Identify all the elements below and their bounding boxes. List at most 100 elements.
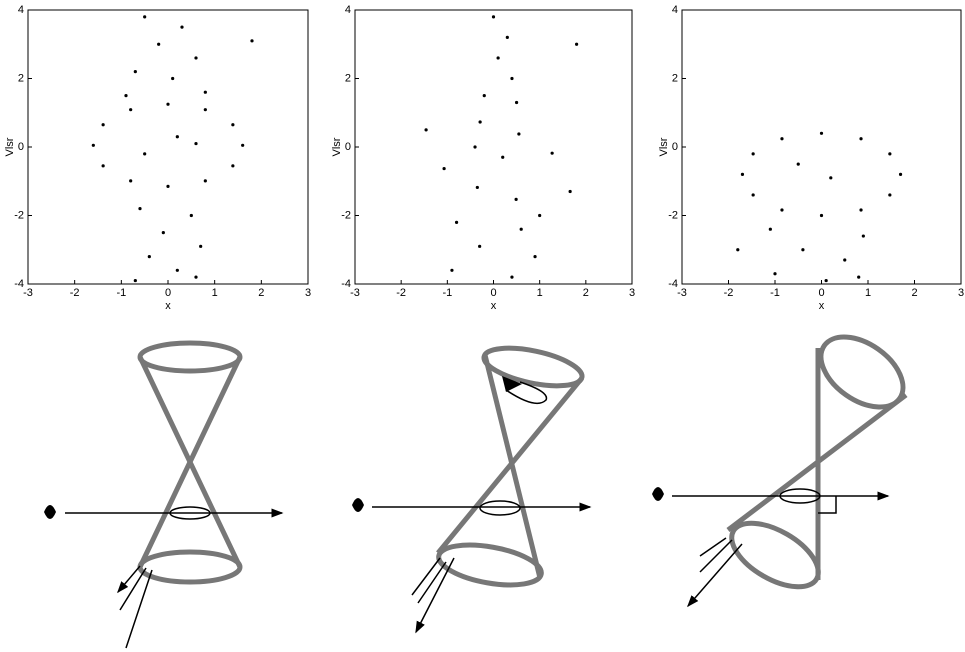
point (568, 189, 572, 194)
x-tick-label: 1 (212, 287, 218, 299)
cone-side (726, 348, 908, 580)
plot-frame (27, 9, 309, 285)
x-tick-label: -2 (70, 287, 80, 299)
y-tick-label: -4 (341, 278, 351, 290)
point (454, 220, 459, 224)
x-tick-label: 0 (490, 287, 496, 299)
x-tick-label: 2 (583, 287, 589, 299)
point (199, 244, 203, 248)
point (501, 155, 505, 159)
point (859, 137, 863, 141)
scatter-panel: -3 -2 -1 0 1 2 3 -4 -2 0 2 4 x Vlsr (658, 4, 964, 312)
point (519, 227, 523, 231)
point (442, 166, 446, 171)
point (166, 184, 170, 188)
point (491, 15, 496, 19)
point (510, 76, 514, 81)
scatter-panel: -3 -2 -1 0 1 2 3 -4 -2 0 2 4 x Vlsr (331, 4, 635, 312)
y-tick-label: -2 (14, 209, 24, 221)
point (505, 35, 509, 40)
x-tick-label: 3 (958, 287, 964, 299)
cone-rim (818, 334, 906, 410)
point (203, 90, 207, 94)
point (736, 248, 740, 252)
point (801, 248, 805, 252)
point (194, 56, 198, 60)
point (861, 234, 865, 238)
point (514, 100, 519, 105)
point (133, 70, 137, 74)
y-tick-label: 4 (672, 4, 678, 16)
x-tick-label: 0 (165, 287, 171, 299)
x-tick-label: 2 (911, 287, 917, 299)
point (194, 275, 198, 279)
point (250, 39, 254, 43)
point (101, 123, 105, 127)
x-tick-label: -2 (724, 287, 734, 299)
point (161, 231, 165, 235)
x-tick-label: 2 (258, 287, 264, 299)
y-tick-label: 2 (18, 72, 24, 84)
point (194, 141, 198, 146)
y-tick-label: -4 (668, 278, 678, 290)
point (203, 179, 207, 183)
y-axis-label: Vlsr (331, 137, 343, 156)
x-tick-label: -2 (396, 287, 406, 299)
point (550, 151, 554, 155)
x-tick-label: -1 (116, 287, 126, 299)
point (475, 185, 479, 190)
point (843, 258, 847, 262)
point (166, 102, 170, 106)
plot-frame (354, 9, 633, 285)
point (478, 120, 482, 124)
point (478, 244, 482, 248)
x-axis-label: x (491, 300, 497, 312)
point (450, 268, 454, 272)
x-tick-label: 3 (305, 287, 311, 299)
right-angle (818, 496, 837, 514)
point (129, 108, 133, 112)
point (241, 143, 245, 147)
point (231, 123, 235, 127)
x-tick-label: -3 (23, 287, 33, 299)
point (143, 15, 147, 19)
point (888, 193, 892, 197)
plots: -3 -2 -1 0 1 2 3 -4 -2 0 2 4 x Vlsr -3 -2 -1 0 1 2 3 -4 -2 0 2 4 x… (4, 4, 964, 312)
point (231, 164, 235, 168)
y-axis-label: Vlsr (4, 137, 16, 156)
outflow-arrow (412, 557, 455, 632)
cone-diagram (44, 340, 284, 649)
point (740, 172, 745, 176)
point (157, 42, 161, 46)
point (147, 255, 151, 259)
x-tick-label: -3 (350, 287, 360, 299)
y-tick-label: 2 (672, 72, 678, 84)
point (510, 275, 514, 279)
rotation-arrow (505, 381, 548, 405)
point (796, 162, 800, 166)
point (829, 176, 833, 180)
point (773, 272, 777, 276)
y-tick-label: -2 (341, 209, 351, 221)
point (768, 227, 772, 231)
point (538, 213, 542, 218)
rotation-arrowhead (502, 376, 522, 392)
cone-diagram (352, 345, 592, 632)
eye (652, 487, 664, 501)
point (780, 208, 784, 212)
x-axis-label: x (819, 300, 825, 312)
x-tick-label: 1 (537, 287, 543, 299)
x-tick-label: 3 (629, 287, 635, 299)
point (819, 213, 824, 218)
y-tick-label: 0 (672, 141, 678, 153)
point (751, 152, 755, 156)
point (533, 255, 537, 259)
scatter-panel: -3 -2 -1 0 1 2 3 -4 -2 0 2 4 x Vlsr (4, 4, 311, 312)
x-tick-label: 1 (865, 287, 871, 299)
outflow-arrow (688, 537, 743, 606)
y-axis-label: Vlsr (658, 137, 670, 156)
x-tick-label: -1 (770, 287, 780, 299)
point (517, 132, 521, 136)
cone-side (137, 355, 243, 569)
point (780, 137, 784, 141)
